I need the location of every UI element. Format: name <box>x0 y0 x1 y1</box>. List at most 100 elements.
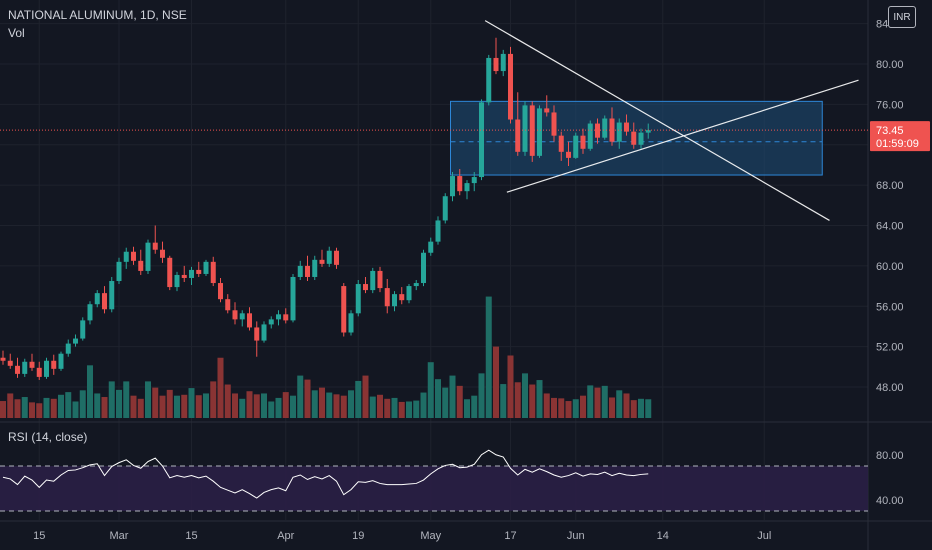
time-tick-label: 15 <box>33 530 45 542</box>
volume-bar <box>587 385 594 418</box>
volume-bar <box>181 394 188 418</box>
price-tick-label: 60.00 <box>876 261 904 273</box>
volume-bar <box>391 397 398 418</box>
volume-bar <box>543 393 550 418</box>
candle-body <box>471 177 477 184</box>
volume-bar <box>326 392 333 418</box>
last-price-tag[interactable] <box>870 121 930 152</box>
volume-bar <box>43 397 50 418</box>
candle-body <box>225 299 231 311</box>
symbol-title[interactable]: NATIONAL ALUMINUM, 1D, NSE <box>8 8 187 22</box>
candle-body <box>428 241 434 253</box>
candle-body <box>218 283 223 300</box>
volume-bar <box>522 373 528 418</box>
volume-bar <box>36 403 43 418</box>
volume-bar <box>601 385 608 418</box>
volume-bar <box>275 397 282 418</box>
candle-body <box>566 151 571 158</box>
volume-bar <box>638 398 644 418</box>
trend-lines[interactable] <box>484 20 859 221</box>
volume-bar <box>558 398 565 418</box>
candle-body <box>58 353 64 369</box>
volume-bar <box>645 399 652 418</box>
candle-body <box>587 123 593 149</box>
candle-body <box>65 343 71 354</box>
price-tick-label: 48.00 <box>876 382 904 394</box>
volume-bar <box>21 397 28 418</box>
candle-body <box>36 367 42 377</box>
volume-bar <box>536 380 543 418</box>
volume-bar <box>507 355 514 418</box>
time-tick-label: 19 <box>352 530 364 542</box>
volume-bar <box>297 375 304 418</box>
candle-body <box>500 53 506 72</box>
volume-bar <box>464 399 470 418</box>
volume-bar <box>203 393 209 418</box>
volume-bar <box>319 387 325 418</box>
candle-body <box>189 269 194 278</box>
trend-line[interactable] <box>506 79 859 193</box>
candle-body <box>312 259 318 277</box>
candle-body <box>334 250 339 265</box>
candle-body <box>537 108 542 156</box>
volume-bar <box>456 385 463 418</box>
candle-body <box>268 319 274 325</box>
volume-bar <box>413 400 420 418</box>
range-box-rect[interactable] <box>450 100 823 176</box>
currency-badge[interactable]: INR <box>888 6 916 28</box>
candle-body <box>595 123 600 138</box>
price-tick-label: 52.00 <box>876 342 904 354</box>
volume-bar <box>246 391 253 418</box>
candle-body <box>399 294 405 301</box>
candle-body <box>442 196 448 221</box>
candle-body <box>73 338 78 344</box>
price-tick-label: 68.00 <box>876 180 904 192</box>
candle-body <box>203 261 209 274</box>
volume-bar <box>145 381 151 418</box>
time-tick-label: Jun <box>567 530 585 542</box>
candle-body <box>363 284 368 291</box>
volume-bar <box>362 375 369 418</box>
volume-bar <box>369 396 376 418</box>
candle-body <box>348 313 354 333</box>
time-axis[interactable]: 15 Mar 15 Apr 19 May 17 Jun 14 Jul <box>33 530 771 542</box>
rsi-label[interactable]: RSI (14, close) <box>8 430 88 444</box>
candle-body <box>319 259 325 264</box>
rsi-tick-label: 80.00 <box>876 450 904 462</box>
candle-body <box>138 260 144 271</box>
candle-body <box>638 132 644 145</box>
volume-bar <box>50 398 57 418</box>
volume-bar <box>94 393 101 418</box>
candle-body <box>305 265 310 277</box>
volume-bar <box>217 357 224 418</box>
volume-bar <box>268 401 275 418</box>
candle-body <box>464 183 470 192</box>
rsi-tick-label: 40.00 <box>876 495 904 507</box>
candle-body <box>247 313 252 328</box>
volume-bar <box>594 387 601 418</box>
range-box[interactable] <box>450 100 823 176</box>
candle-body <box>145 242 151 271</box>
candle-body <box>631 131 637 145</box>
volume-bar <box>500 384 507 418</box>
volume-bar <box>65 392 72 418</box>
candle-body <box>152 242 158 250</box>
candle-body <box>174 274 180 288</box>
candle-body <box>377 270 383 289</box>
candle-body <box>283 314 289 321</box>
candle-body <box>573 135 579 158</box>
candle-body <box>406 286 412 301</box>
volume-label[interactable]: Vol <box>8 26 25 40</box>
candle-body <box>326 250 332 264</box>
volume-bar <box>478 373 485 418</box>
volume-bar <box>609 397 615 418</box>
candle-body <box>450 176 455 197</box>
candle-body <box>167 257 173 288</box>
candle-body <box>0 357 6 361</box>
candle-body <box>457 176 463 192</box>
trend-line[interactable] <box>484 20 830 221</box>
volume-bar <box>224 384 231 418</box>
price-axis[interactable]: 48.0052.0056.0060.0064.0068.0072.0076.00… <box>870 19 930 507</box>
volume-bar <box>58 394 64 418</box>
candle-body <box>87 304 93 321</box>
